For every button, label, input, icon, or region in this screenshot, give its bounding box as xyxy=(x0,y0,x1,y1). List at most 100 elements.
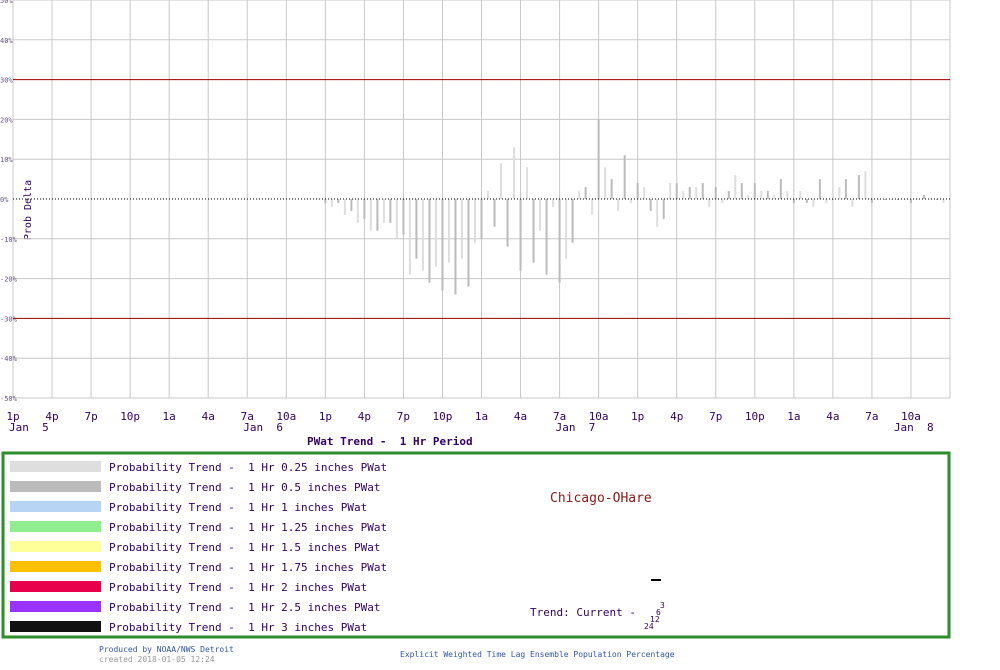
bar xyxy=(539,199,542,231)
trend-hour: 24 xyxy=(644,622,654,631)
bar xyxy=(376,199,379,231)
trend-hour: 12 xyxy=(650,615,660,624)
x-tick-label: 1p xyxy=(319,410,332,423)
location: Chicago-OHare xyxy=(550,491,652,506)
bar xyxy=(610,179,613,199)
bar xyxy=(591,199,594,215)
legend-swatch xyxy=(10,541,101,552)
bar xyxy=(447,199,450,263)
legend-label: Probability Trend - 1 Hr 0.25 inches PWa… xyxy=(109,461,387,474)
bar xyxy=(818,179,821,199)
bar xyxy=(929,199,932,200)
trend-hour: 3 xyxy=(660,601,665,610)
bar xyxy=(500,163,503,199)
bar xyxy=(838,187,841,199)
legend-swatch xyxy=(10,481,101,492)
bar xyxy=(942,199,945,203)
date-label: Jan 8 xyxy=(894,421,934,434)
bar xyxy=(909,199,912,203)
bar xyxy=(649,199,652,211)
bar xyxy=(434,199,437,267)
x-tick-label: 1a xyxy=(475,410,488,423)
bar xyxy=(643,187,646,199)
bar xyxy=(682,191,685,199)
bar xyxy=(779,179,782,199)
y-tick-label: 40% xyxy=(0,37,13,45)
bar xyxy=(799,191,802,199)
y-tick-label: 20% xyxy=(0,116,13,124)
bar xyxy=(441,199,444,291)
x-tick-label: 1a xyxy=(787,410,800,423)
chart-title: PWat Trend - 1 Hr Period xyxy=(307,435,473,448)
bar xyxy=(844,179,847,199)
x-tick-label: 7a xyxy=(241,410,254,423)
bar xyxy=(571,199,574,243)
bar xyxy=(506,199,509,247)
x-tick-label: 4a xyxy=(514,410,527,423)
legend-label: Probability Trend - 1 Hr 1 inches PWat xyxy=(109,501,367,514)
legend-label: Probability Trend - 1 Hr 1.25 inches PWa… xyxy=(109,521,387,534)
x-tick-label: 10a xyxy=(276,410,296,423)
bar xyxy=(662,199,665,219)
bar xyxy=(519,199,522,271)
bar xyxy=(753,183,756,199)
x-tick-label: 7a xyxy=(553,410,566,423)
y-axis-label: Prob Delta xyxy=(23,180,34,240)
bar xyxy=(330,199,333,207)
bar xyxy=(395,199,398,239)
bar xyxy=(883,199,886,200)
legend-label: Probability Trend - 1 Hr 2 inches PWat xyxy=(109,581,367,594)
bar xyxy=(695,187,698,199)
bar xyxy=(773,195,776,199)
bar xyxy=(877,199,880,200)
bar xyxy=(558,199,561,283)
bar xyxy=(467,199,470,287)
bar xyxy=(513,147,516,199)
bar xyxy=(870,199,873,203)
bar xyxy=(350,199,353,211)
bar xyxy=(740,183,743,199)
bar xyxy=(382,199,385,223)
bar xyxy=(480,199,483,239)
y-tick-label: -30% xyxy=(0,315,18,323)
bar xyxy=(675,183,678,199)
bar xyxy=(786,191,789,199)
bar xyxy=(825,199,828,203)
bar xyxy=(356,199,359,223)
bar xyxy=(552,199,555,207)
legend-label: Probability Trend - 1 Hr 0.5 inches PWat xyxy=(109,481,381,494)
legend-swatch xyxy=(10,581,101,592)
date-label: Jan 7 xyxy=(556,421,596,434)
legend-label: Probability Trend - 1 Hr 1.5 inches PWat xyxy=(109,541,381,554)
x-tick-label: 10a xyxy=(901,410,921,423)
bar xyxy=(337,199,340,203)
bar xyxy=(428,199,431,283)
legend-swatch xyxy=(10,501,101,512)
x-tick-label: 7p xyxy=(397,410,410,423)
bar xyxy=(545,199,548,275)
legend-swatch xyxy=(10,561,101,572)
legend-label: Probability Trend - 1 Hr 2.5 inches PWat xyxy=(109,601,381,614)
bar xyxy=(890,199,893,200)
bar xyxy=(760,191,763,199)
bar xyxy=(408,199,411,275)
x-tick-label: 4a xyxy=(202,410,215,423)
bar xyxy=(747,195,750,199)
legend-label: Probability Trend - 1 Hr 1.75 inches PWa… xyxy=(109,561,387,574)
bar xyxy=(688,187,691,199)
bar xyxy=(597,119,600,199)
bar xyxy=(727,191,730,199)
y-tick-label: -10% xyxy=(0,236,18,244)
bar xyxy=(714,187,717,199)
legend-box xyxy=(1,451,951,639)
x-tick-label: 7p xyxy=(709,410,722,423)
x-tick-label: 1p xyxy=(6,410,19,423)
x-tick-label: 4p xyxy=(45,410,58,423)
bar xyxy=(526,167,529,199)
y-tick-label: -40% xyxy=(0,355,18,363)
y-tick-label: 50% xyxy=(0,0,13,5)
x-tick-label: 10a xyxy=(589,410,609,423)
legend-swatch xyxy=(10,621,101,632)
